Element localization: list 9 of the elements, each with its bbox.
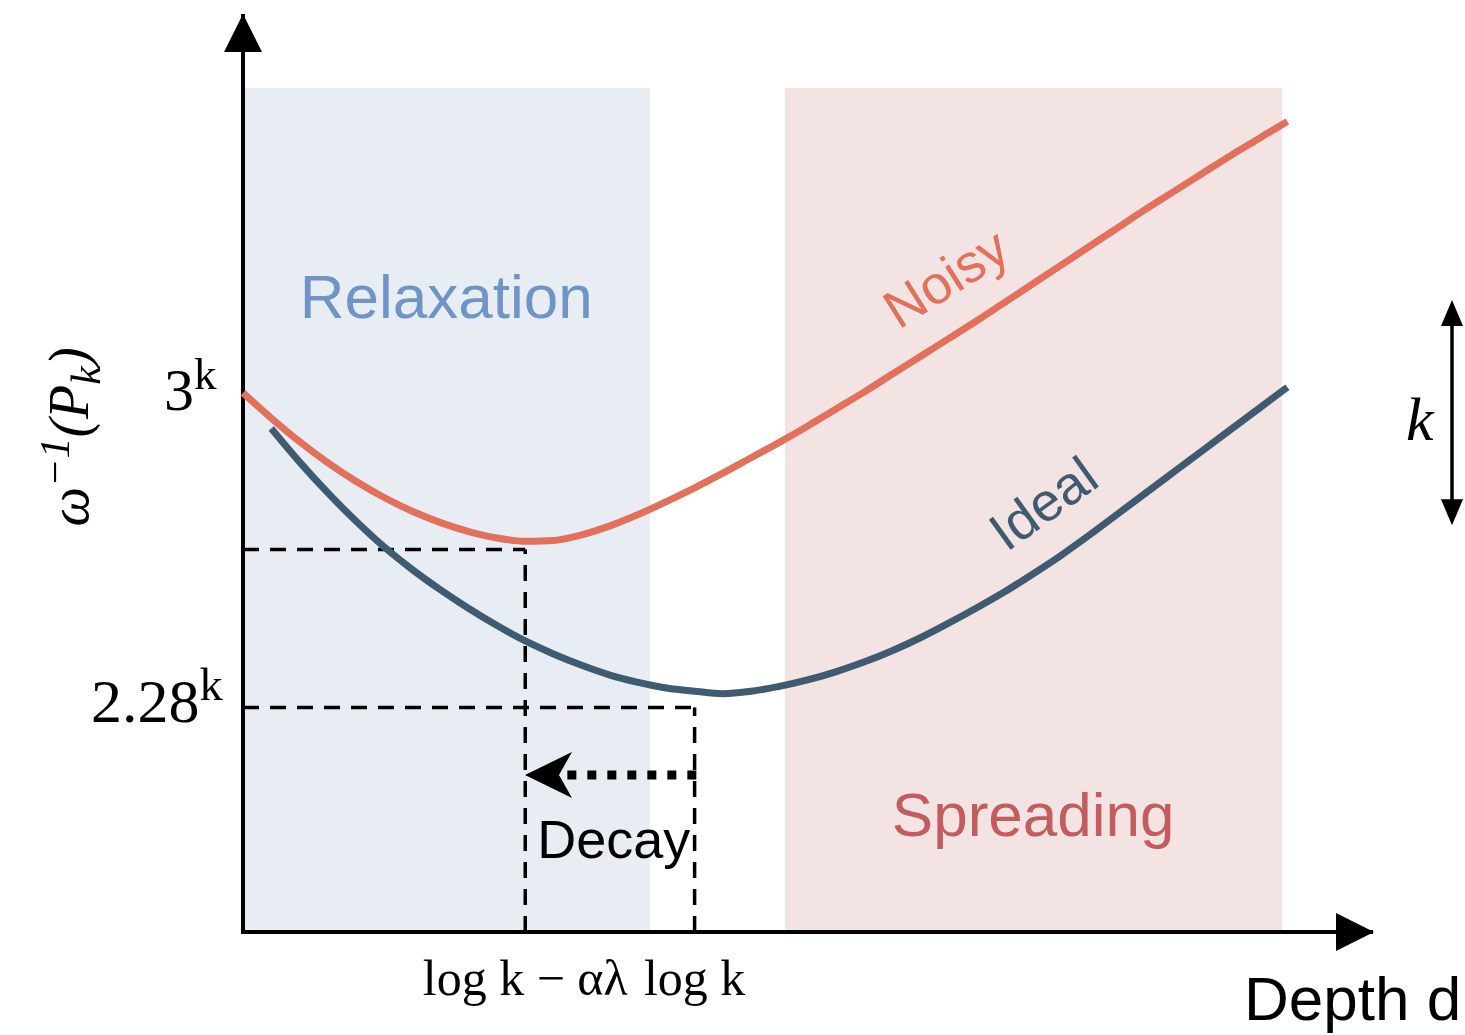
annotation: Decay (537, 807, 691, 870)
text: 3$^{k}$ (164, 348, 217, 426)
x-tick-label: log k − αλ (422, 950, 628, 1007)
ref-line-label: 2.28$^{k}$ (91, 657, 223, 737)
x-tick-label: log k (643, 950, 746, 1007)
annotation: Spreading (891, 779, 1175, 851)
x-axis-title: Depth d (1244, 962, 1462, 1034)
text: k (1406, 383, 1434, 455)
annotation: Relaxation (299, 260, 593, 332)
